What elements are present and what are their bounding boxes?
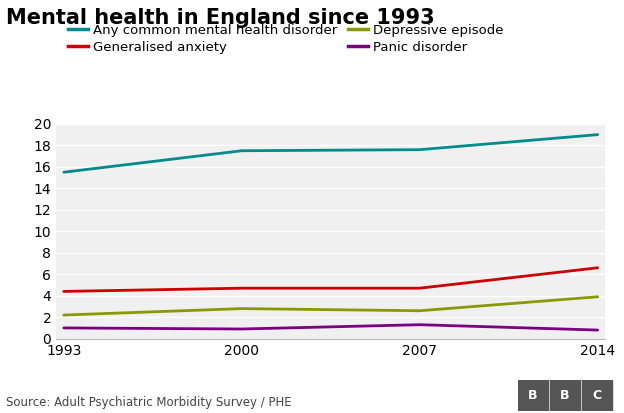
Bar (518, 380, 548, 411)
Bar (550, 380, 580, 411)
Legend: Any common mental health disorder, Generalised anxiety, Depressive episode, Pani: Any common mental health disorder, Gener… (63, 19, 509, 59)
Text: C: C (593, 389, 602, 402)
Text: B: B (528, 389, 537, 402)
Text: Mental health in England since 1993: Mental health in England since 1993 (6, 8, 435, 28)
Text: Source: Adult Psychiatric Morbidity Survey / PHE: Source: Adult Psychiatric Morbidity Surv… (6, 396, 292, 409)
Text: B: B (560, 389, 570, 402)
Bar (582, 380, 612, 411)
